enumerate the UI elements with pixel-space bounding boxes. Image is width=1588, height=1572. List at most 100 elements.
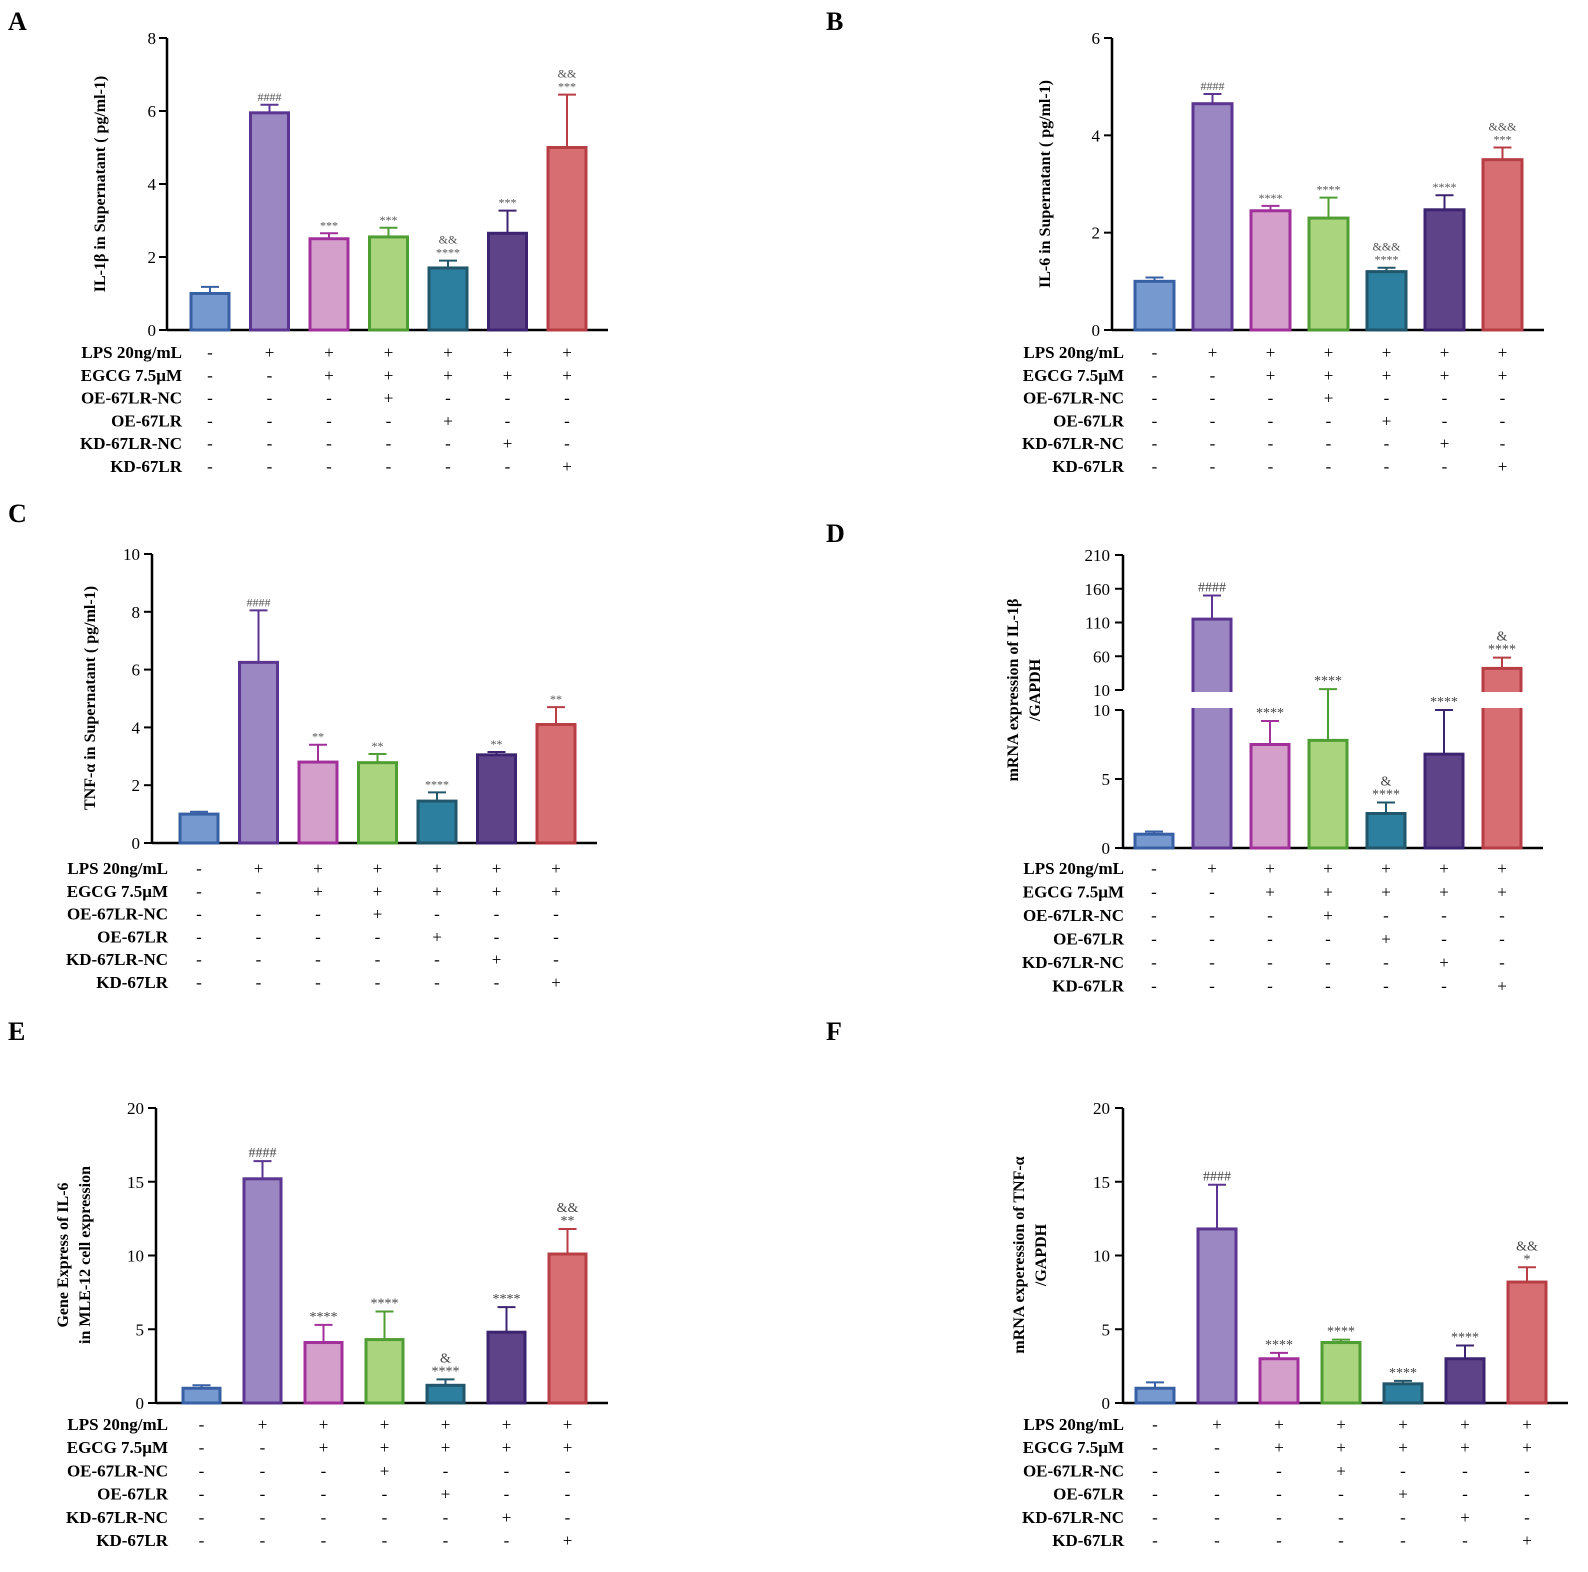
treatment-symbol: + (563, 1438, 573, 1457)
treatment-row-label: KD-67LR-NC (66, 950, 168, 969)
treatment-symbol: + (1323, 859, 1333, 878)
treatment-symbol: + (563, 1531, 573, 1550)
y-axis-label: IL-1β in Supernatant ( pg/ml-1) (92, 76, 109, 292)
treatment-row-label: KD-67LR-NC (1022, 953, 1124, 972)
treatment-symbol: + (1266, 343, 1276, 362)
bar (416, 799, 458, 845)
treatment-symbol: - (1210, 389, 1216, 408)
treatment-row-label: OE-67LR-NC (67, 905, 168, 924)
significance-label: #### (1201, 79, 1225, 93)
treatment-symbol: + (1324, 366, 1334, 385)
treatment-symbol: + (373, 905, 383, 924)
treatment-symbol: - (1152, 366, 1158, 385)
treatment-symbol: + (313, 859, 323, 878)
treatment-symbol: - (1400, 1531, 1406, 1550)
panel-letter: E (8, 1017, 25, 1046)
treatment-symbol: - (1383, 906, 1389, 925)
treatment-symbol: - (207, 389, 213, 408)
bar-break-gap (1190, 692, 1234, 708)
treatment-symbol: + (373, 859, 383, 878)
treatment-symbol: + (1460, 1438, 1470, 1457)
panel-letter: B (826, 7, 843, 36)
treatment-symbol: + (502, 1415, 512, 1434)
treatment-symbol: + (1382, 366, 1392, 385)
treatment-symbol: + (563, 1415, 573, 1434)
treatment-symbol: - (1214, 1485, 1220, 1504)
treatment-symbol: - (434, 905, 440, 924)
treatment-row-label: KD-67LR (110, 457, 183, 476)
y-tick-label: 6 (148, 102, 157, 121)
treatment-symbol: - (1276, 1461, 1282, 1480)
bar (178, 812, 220, 845)
treatment-symbol: - (1442, 411, 1448, 430)
treatment-symbol: - (445, 457, 451, 476)
treatment-symbol: - (321, 1531, 327, 1550)
treatment-symbol: - (260, 1531, 266, 1550)
treatment-symbol: - (1499, 953, 1505, 972)
treatment-symbol: + (1497, 883, 1507, 902)
treatment-symbol: - (1276, 1485, 1282, 1504)
treatment-symbol: - (326, 457, 332, 476)
treatment-symbol: + (384, 389, 394, 408)
bar (189, 292, 231, 332)
treatment-symbol: - (256, 973, 262, 992)
treatment-symbol: + (1265, 859, 1275, 878)
treatment-symbol: - (1383, 977, 1389, 996)
y-tick-label: 0 (148, 321, 157, 340)
treatment-symbol: - (1151, 859, 1157, 878)
treatment-symbol: - (256, 927, 262, 946)
bar (238, 660, 279, 845)
treatment-symbol: - (565, 1508, 571, 1527)
significance-label: **** (1265, 1338, 1293, 1353)
bar (1320, 1341, 1362, 1405)
y-tick-label: 20 (1093, 1099, 1110, 1118)
bar (1133, 832, 1175, 850)
treatment-symbol: - (494, 927, 500, 946)
y-tick-label: 0 (136, 1394, 145, 1413)
treatment-symbol: - (1209, 930, 1215, 949)
treatment-symbol: - (196, 950, 202, 969)
bar (1423, 208, 1466, 332)
y-axis-label-line: Gene Express of IL-6 (55, 1182, 72, 1327)
treatment-symbol: + (441, 1415, 451, 1434)
bar (547, 1252, 588, 1405)
significance-label: **** (1433, 180, 1457, 194)
bar (487, 231, 528, 332)
treatment-symbol: - (1384, 457, 1390, 476)
bar (1191, 617, 1233, 850)
significance-label: && (1516, 1239, 1538, 1254)
y-axis-label-line: /GAPDH (1027, 658, 1044, 722)
treatment-symbol: + (384, 343, 394, 362)
treatment-row-label: EGCG 7.5μM (1023, 366, 1124, 385)
y-axis-label: mRNA expression of IL-1β/GAPDH (1005, 599, 1044, 782)
treatment-symbol: - (199, 1415, 205, 1434)
panel-e: E 0 5 10 15 20 Gene Express of IL-6 in MLE-12 c… (8, 1017, 608, 1550)
y-axis-label: mRNA experession of TNF-α/GAPDH (1011, 1156, 1050, 1353)
treatment-symbol: - (565, 1485, 571, 1504)
treatment-symbol: - (1400, 1461, 1406, 1480)
treatment-row-label: EGCG 7.5μM (1023, 1438, 1124, 1457)
significance-label: ** (491, 737, 503, 751)
y-tick-label: 15 (1093, 1173, 1110, 1192)
treatment-symbol: - (260, 1461, 266, 1480)
treatment-symbol: + (503, 366, 513, 385)
treatment-symbol: - (1326, 434, 1332, 453)
treatment-symbol: - (1152, 411, 1158, 430)
treatment-symbol: - (267, 389, 273, 408)
treatment-symbol: - (382, 1531, 388, 1550)
treatment-symbol: - (1152, 389, 1158, 408)
y-tick-label: 10 (123, 545, 140, 564)
treatment-symbol: + (502, 1508, 512, 1527)
treatment-symbol: - (1499, 906, 1505, 925)
treatment-row-label: KD-67LR (1052, 977, 1125, 996)
treatment-symbol: - (260, 1438, 266, 1457)
significance-label: #### (249, 1146, 277, 1161)
panel-f: F 0 5 10 15 20 mRNA experession of TNF-α/GAPDH… (826, 1017, 1568, 1550)
bar (1365, 270, 1408, 332)
treatment-symbol: - (196, 882, 202, 901)
treatment-symbol: + (503, 343, 513, 362)
treatment-symbol: + (319, 1415, 329, 1434)
bar (181, 1386, 222, 1405)
treatment-symbol: + (380, 1438, 390, 1457)
y-axis-label-line: IL-1β in Supernatant ( pg/ml-1) (92, 76, 109, 292)
